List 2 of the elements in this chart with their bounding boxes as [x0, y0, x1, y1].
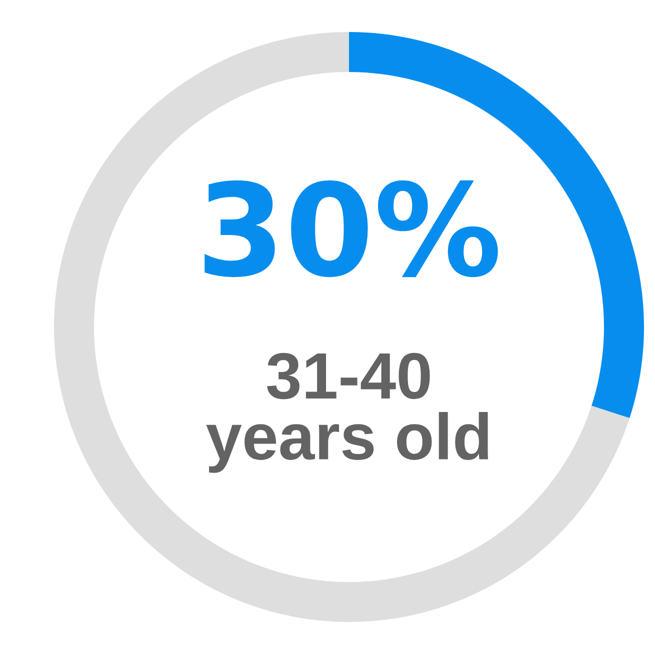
text: 31-40 years old	[206, 352, 488, 473]
data-label: 30%	[204, 180, 498, 278]
